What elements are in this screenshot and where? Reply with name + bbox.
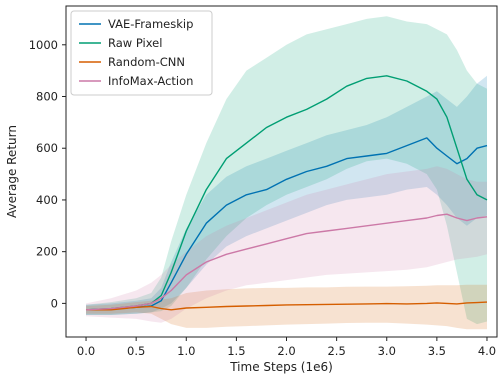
y-tick-label: 1000 — [29, 38, 58, 52]
band-random-cnn — [86, 284, 487, 330]
y-axis-label: Average Return — [5, 125, 19, 218]
series-lines — [85, 75, 488, 311]
band-infomax-action — [86, 166, 487, 323]
x-tick-label: 2.0 — [277, 344, 295, 358]
line-random-cnn — [86, 301, 488, 311]
x-axis-ticks: 0.0 0.5 1.0 1.5 2.0 2.5 3.0 3.5 4.0 — [77, 337, 496, 358]
axes — [65, 5, 498, 338]
x-tick-label: 4.0 — [478, 344, 496, 358]
band-raw-pixel — [86, 16, 487, 325]
legend-label-infomax-action: InfoMax-Action — [108, 74, 193, 88]
plot-frame — [65, 5, 498, 338]
legend-label-vae-frameskip: VAE-Frameskip — [108, 17, 193, 31]
legend-label-raw-pixel: Raw Pixel — [108, 36, 162, 50]
legend-box — [70, 10, 213, 96]
x-tick-label: 1.0 — [177, 344, 195, 358]
x-tick-label: 1.5 — [227, 344, 245, 358]
y-tick-label: 0 — [51, 296, 58, 310]
y-tick-label: 200 — [36, 245, 58, 259]
legend: VAE-Frameskip Raw Pixel Random-CNN InfoMax-… — [70, 10, 213, 96]
x-tick-label: 0.5 — [127, 344, 145, 358]
line-infomax-action — [85, 213, 488, 311]
line-vae-frameskip — [85, 137, 488, 311]
y-tick-label: 600 — [36, 141, 58, 155]
legend-label-random-cnn: Random-CNN — [108, 55, 185, 69]
x-axis-label: Time Steps (1e6) — [229, 360, 333, 374]
y-tick-label: 400 — [36, 193, 58, 207]
y-axis-ticks: 0 200 400 600 800 1000 — [29, 38, 66, 310]
y-tick-label: 800 — [36, 90, 58, 104]
x-tick-label: 2.5 — [327, 344, 345, 358]
x-tick-label: 3.0 — [378, 344, 396, 358]
x-tick-label: 0.0 — [77, 344, 95, 358]
x-tick-label: 3.5 — [428, 344, 446, 358]
line-raw-pixel — [85, 75, 488, 311]
